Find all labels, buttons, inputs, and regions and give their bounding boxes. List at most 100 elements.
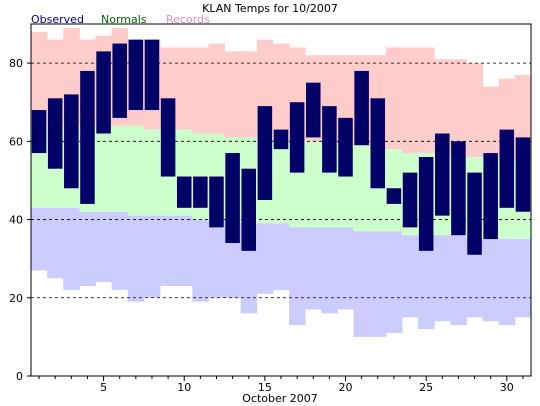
observed-bar [112,43,127,118]
observed-bar [499,129,515,208]
record-low-band [369,231,387,337]
normal-band [272,141,290,224]
record-high-band [450,59,467,157]
record-high-band [192,47,209,134]
record-low-band [498,239,516,326]
record-low-band [143,215,161,298]
record-low-band [385,231,403,333]
legend-normals: Normals [101,13,147,26]
record-low-band [434,235,451,322]
normal-band [143,129,161,216]
observed-bar [209,176,224,228]
y-axis: 0 20 40 60 80 [9,57,31,383]
bands [31,27,532,337]
observed-bar [289,102,305,173]
record-high-band [240,51,258,138]
observed-bar [128,39,144,111]
record-low-band [337,227,354,310]
observed-bar [144,39,160,111]
y-tick-label: 0 [16,370,23,383]
observed-bar [370,98,386,189]
observed-bar [160,98,176,177]
record-low-band [31,207,48,271]
x-tick-label: 30 [500,381,514,394]
observed-bar [64,94,79,189]
observed-bar [176,176,192,208]
record-low-band [418,235,435,330]
record-low-band [482,239,500,322]
x-tick-label: 15 [258,381,272,394]
record-low-band [272,223,290,290]
record-low-band [79,211,96,287]
record-high-band [434,59,451,154]
record-low-band [321,227,338,314]
record-high-band [31,31,48,122]
record-low-band [289,227,306,326]
x-tick-label: 25 [419,381,433,394]
observed-bar [193,176,208,208]
x-tick-label: 20 [339,381,353,394]
y-tick-label: 20 [9,292,23,305]
observed-bar [402,172,418,228]
record-low-band [353,231,371,337]
record-low-band [450,235,467,326]
normal-band [353,145,371,232]
chart-title: KLAN Temps for 10/2007 [202,2,338,15]
observed-bar [80,70,95,204]
record-low-band [47,207,64,279]
record-high-band [466,63,484,157]
observed-bar [47,98,63,169]
record-low-band [160,215,177,287]
record-low-band [514,239,532,318]
record-low-band [111,211,129,290]
observed-bar [241,168,256,251]
plot-area [30,23,532,377]
observed-bar [257,106,273,200]
normal-band [305,141,322,228]
record-low-band [63,207,80,290]
x-tick-label: 10 [177,381,191,394]
observed-bar [31,110,47,154]
normal-band [127,125,145,216]
x-tick-label: 5 [100,381,107,394]
observed-bar [451,141,466,236]
record-low-band [256,223,274,294]
record-low-band [192,219,209,302]
observed-bar [96,51,111,134]
record-low-band [95,211,113,283]
legend-records: Records [166,13,210,26]
observed-bar [322,106,337,173]
observed-bar [354,70,369,146]
record-low-band [127,215,145,302]
observed-bars [31,39,531,255]
record-high-band [208,43,225,134]
y-tick-label: 60 [9,135,23,148]
observed-bar [515,137,531,212]
record-high-band [482,86,500,157]
observed-bar [273,129,289,150]
record-high-band [401,47,419,154]
normal-band [111,125,129,212]
record-high-band [385,47,403,150]
record-low-band [208,219,225,298]
x-axis-label: October 2007 [242,392,318,405]
record-high-band [418,47,435,154]
observed-bar [386,188,402,204]
record-high-band [272,43,290,142]
observed-bar [435,133,450,216]
x-axis: 5 10 15 20 25 30 [38,376,524,394]
observed-bar [306,82,321,138]
observed-bar [225,153,240,244]
observed-bar [418,156,434,251]
observed-bar [467,172,482,255]
observed-bar [483,153,498,240]
record-low-band [176,215,193,287]
y-tick-label: 80 [9,57,23,70]
legend-observed: Observed [31,13,84,26]
record-low-band [305,227,322,310]
normal-band [95,125,113,212]
record-high-band [176,47,193,130]
observed-bar [338,117,353,177]
record-high-band [224,51,242,138]
